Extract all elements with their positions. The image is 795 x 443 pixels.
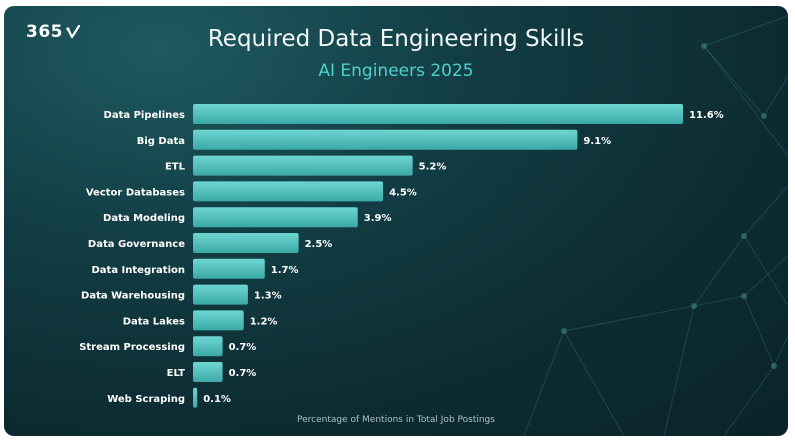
category-label: Web Scraping xyxy=(107,394,185,405)
value-label: 0.7% xyxy=(229,342,257,353)
brand-logo-check-icon xyxy=(66,24,81,39)
x-axis-label: Percentage of Mentions in Total Job Post… xyxy=(297,415,495,425)
category-label: Stream Processing xyxy=(79,342,185,353)
category-label: Data Modeling xyxy=(103,213,185,224)
bar xyxy=(193,207,358,228)
category-label: ELT xyxy=(167,368,186,379)
chart-subtitle: AI Engineers 2025 xyxy=(318,61,474,81)
value-label: 3.9% xyxy=(364,213,392,224)
value-label: 5.2% xyxy=(419,162,447,173)
bar xyxy=(193,181,384,202)
bar xyxy=(193,284,248,305)
value-label: 1.7% xyxy=(271,265,299,276)
value-label: 0.7% xyxy=(229,368,257,379)
bar xyxy=(193,155,413,176)
category-label: Data Integration xyxy=(92,265,186,276)
category-label: Data Governance xyxy=(88,239,185,250)
brand-logo-text: 365 xyxy=(26,22,63,42)
value-label: 1.2% xyxy=(250,316,278,327)
value-label: 1.3% xyxy=(254,291,282,302)
value-label: 4.5% xyxy=(389,187,417,198)
bar xyxy=(193,387,198,408)
value-label: 9.1% xyxy=(583,136,611,147)
category-label: Data Pipelines xyxy=(104,110,186,121)
network-background-decoration xyxy=(523,15,788,436)
bar xyxy=(193,258,265,279)
value-label: 0.1% xyxy=(203,394,231,405)
bar xyxy=(193,310,244,331)
bar xyxy=(193,336,223,357)
bar-chart-plot: Data Pipelines 11.6% Big Data 9.1% ETL 5.2% Ve… xyxy=(79,104,724,408)
bar xyxy=(193,104,683,124)
category-label: Data Lakes xyxy=(123,316,185,327)
bar xyxy=(193,129,578,150)
category-label: Vector Databases xyxy=(86,187,185,198)
bar xyxy=(193,233,299,253)
category-label: Big Data xyxy=(137,136,185,147)
chart-title: Required Data Engineering Skills xyxy=(207,26,585,52)
brand-logo: 365 xyxy=(26,22,81,42)
category-label: ETL xyxy=(165,162,186,173)
value-label: 11.6% xyxy=(689,110,724,121)
bar xyxy=(193,362,223,382)
category-label: Data Warehousing xyxy=(81,291,185,302)
chart-card: 365 Required Data Engineering Skills AI … xyxy=(4,6,788,436)
value-label: 2.5% xyxy=(305,239,333,250)
